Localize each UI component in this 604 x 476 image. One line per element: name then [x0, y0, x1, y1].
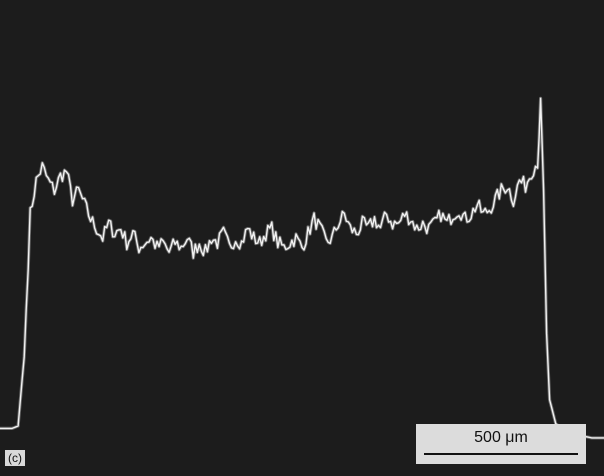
- trace-line: [0, 97, 604, 439]
- panel-label: (c): [5, 450, 25, 466]
- scale-bar-line: [424, 453, 578, 455]
- trace-glow: [0, 96, 604, 440]
- scale-bar-box: 500 μm: [416, 424, 586, 464]
- scale-bar-label: 500 μm: [474, 429, 528, 446]
